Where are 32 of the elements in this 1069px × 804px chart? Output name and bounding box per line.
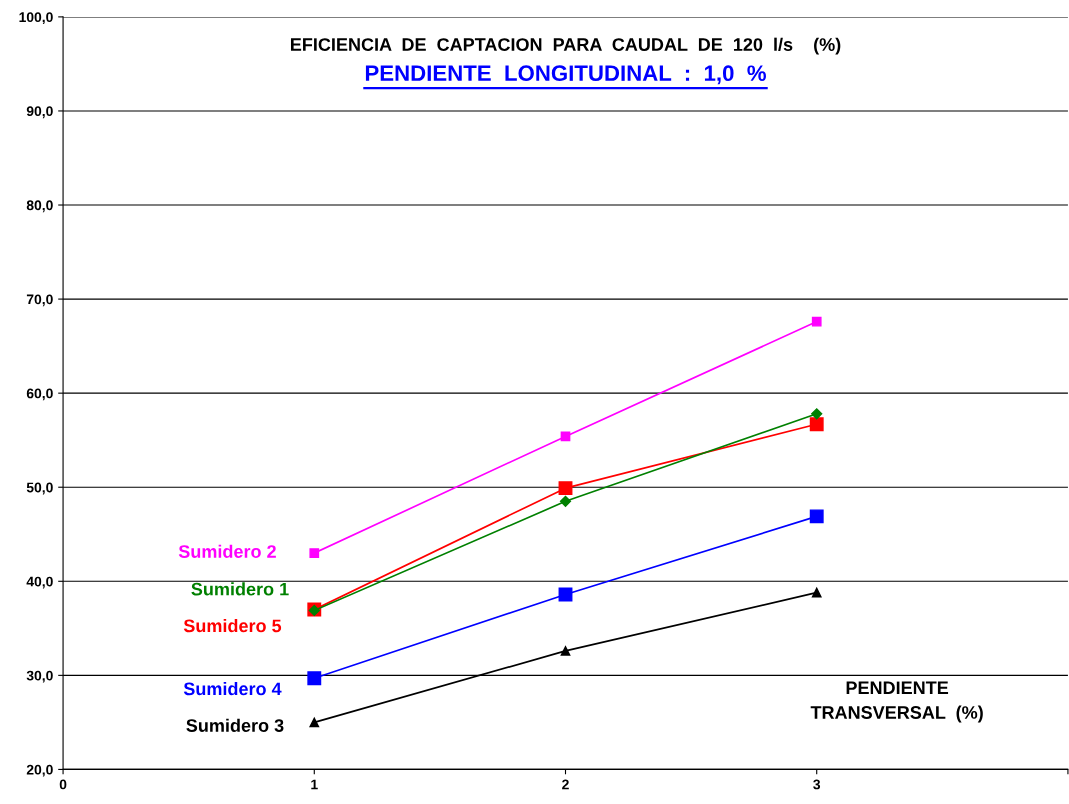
series-label: Sumidero 3 bbox=[186, 718, 284, 732]
series-label: Sumidero 2 bbox=[178, 544, 276, 558]
y-tick-label: 20,0 bbox=[26, 764, 53, 777]
x-tick-label: 3 bbox=[813, 779, 821, 790]
point bbox=[809, 417, 824, 432]
x-tick-label: 1 bbox=[311, 779, 318, 790]
text: PENDIENTE LONGITUDINAL : 1,0 % bbox=[365, 65, 766, 85]
x-axis-title: PENDIENTE TRANSVERSAL (%) bbox=[810, 681, 983, 723]
point bbox=[558, 481, 573, 496]
y-tick-label: 80,0 bbox=[26, 200, 53, 213]
point bbox=[811, 316, 822, 327]
point bbox=[560, 646, 571, 656]
point bbox=[809, 509, 824, 524]
y-tick-label: 40,0 bbox=[26, 576, 53, 589]
y-tick-label: 100,0 bbox=[19, 12, 53, 25]
series-label: Sumidero 1 bbox=[191, 582, 289, 596]
point bbox=[307, 671, 322, 686]
point bbox=[811, 408, 823, 420]
x-tick-label: 2 bbox=[562, 779, 569, 790]
point bbox=[811, 587, 822, 598]
y-tick-label: 30,0 bbox=[26, 670, 53, 683]
point bbox=[309, 548, 320, 558]
y-tick-label: 90,0 bbox=[26, 106, 53, 119]
text: EFICIENCIA DE CAPTACION PARA CAUDAL DE 120 l/s (%) bbox=[290, 37, 841, 55]
y-tick-label: 50,0 bbox=[26, 482, 53, 495]
point bbox=[559, 495, 572, 507]
y-tick-label: 60,0 bbox=[26, 388, 53, 401]
series-label: Sumidero 4 bbox=[183, 682, 282, 696]
point bbox=[309, 717, 320, 728]
series-label: Sumidero 5 bbox=[183, 618, 282, 633]
x-tick-label: 0 bbox=[59, 779, 67, 790]
y-tick-label: 70,0 bbox=[26, 294, 53, 307]
